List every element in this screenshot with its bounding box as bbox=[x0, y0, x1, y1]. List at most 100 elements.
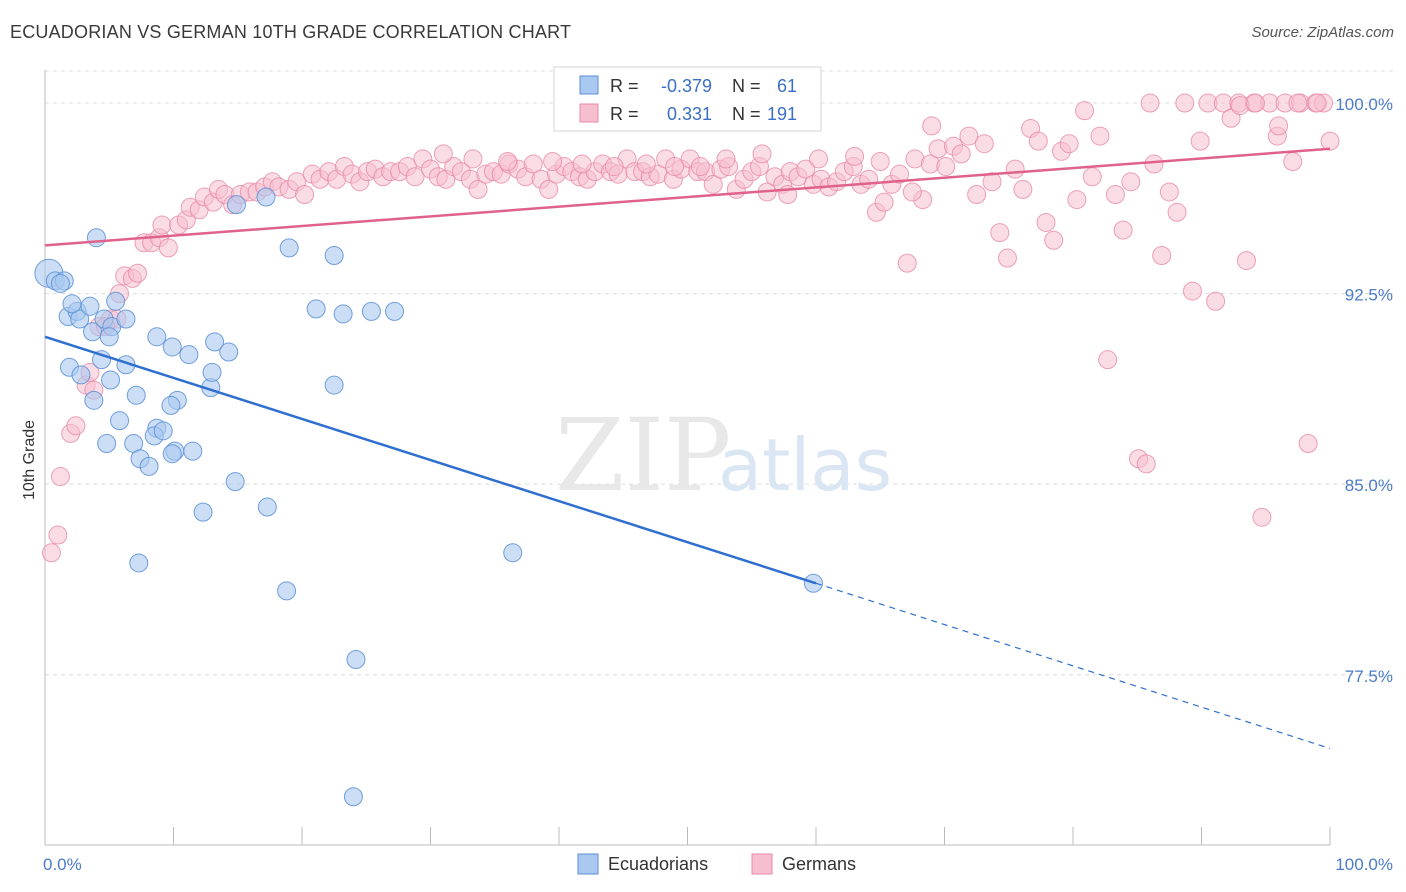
data-point-ecuadorians bbox=[219, 342, 239, 362]
data-point-germans bbox=[1252, 507, 1272, 527]
data-point-germans bbox=[959, 126, 979, 146]
y-tick-label: 85.0% bbox=[1345, 476, 1393, 495]
data-point-ecuadorians bbox=[226, 195, 246, 215]
x-tick-label: 100.0% bbox=[1335, 855, 1393, 874]
data-point-germans bbox=[1320, 131, 1340, 151]
data-point-germans bbox=[128, 263, 148, 283]
data-point-ecuadorians bbox=[129, 553, 149, 573]
data-point-ecuadorians bbox=[99, 327, 119, 347]
data-point-germans bbox=[1044, 230, 1064, 250]
data-point-germans bbox=[951, 144, 971, 164]
data-point-germans bbox=[1298, 434, 1318, 454]
stats-n-label-ecuadorians: N = bbox=[732, 76, 761, 96]
data-point-germans bbox=[890, 164, 910, 184]
data-point-ecuadorians bbox=[279, 238, 299, 258]
data-point-germans bbox=[48, 525, 68, 545]
tick-labels: 77.5% 85.0% 92.5% 100.0% 0.0% 100.0% bbox=[43, 95, 1393, 874]
data-point-germans bbox=[1082, 167, 1102, 187]
chart-title: ECUADORIAN VS GERMAN 10TH GRADE CORRELAT… bbox=[10, 22, 572, 42]
data-point-ecuadorians bbox=[70, 309, 90, 329]
data-point-germans bbox=[845, 146, 865, 166]
data-point-germans bbox=[50, 467, 70, 487]
data-point-ecuadorians bbox=[277, 581, 297, 601]
data-point-germans bbox=[1121, 172, 1141, 192]
y-tick-label: 92.5% bbox=[1345, 286, 1393, 305]
data-point-ecuadorians bbox=[324, 245, 344, 265]
data-point-germans bbox=[41, 543, 61, 563]
data-point-ecuadorians bbox=[86, 228, 106, 248]
legend-label-germans: Germans bbox=[782, 854, 856, 874]
stats-r-label-germans: R = bbox=[610, 104, 639, 124]
data-point-germans bbox=[1059, 134, 1079, 154]
data-point-ecuadorians bbox=[256, 187, 276, 207]
data-point-germans bbox=[1159, 182, 1179, 202]
data-point-ecuadorians bbox=[179, 345, 199, 365]
x-tick-label: 0.0% bbox=[43, 855, 82, 874]
watermark-atlas: atlas bbox=[718, 423, 892, 507]
data-point-germans bbox=[543, 151, 563, 171]
data-point-germans bbox=[1005, 159, 1025, 179]
data-point-germans bbox=[1236, 251, 1256, 271]
data-point-ecuadorians bbox=[71, 365, 91, 385]
stats-n-value-germans: 191 bbox=[767, 104, 797, 124]
trend-line-germans bbox=[44, 147, 1331, 247]
stats-legend-swatch-ecuadorians bbox=[579, 75, 599, 95]
data-point-ecuadorians bbox=[101, 370, 121, 390]
data-point-ecuadorians bbox=[385, 301, 405, 321]
data-point-ecuadorians bbox=[162, 444, 182, 464]
data-point-germans bbox=[690, 157, 710, 177]
data-point-ecuadorians bbox=[62, 294, 82, 314]
chart-source: Source: ZipAtlas.com bbox=[1251, 24, 1394, 41]
watermark-zip: ZIP bbox=[555, 397, 731, 514]
stats-r-value-germans: 0.331 bbox=[667, 104, 712, 124]
data-point-germans bbox=[870, 151, 890, 171]
data-point-ecuadorians bbox=[84, 390, 104, 410]
data-point-germans bbox=[997, 248, 1017, 268]
data-point-ecuadorians bbox=[161, 395, 181, 415]
data-point-ecuadorians bbox=[80, 296, 100, 316]
data-point-germans bbox=[990, 223, 1010, 243]
data-point-ecuadorians bbox=[257, 497, 277, 517]
data-point-germans bbox=[1152, 245, 1172, 265]
legend-label-ecuadorians: Ecuadorians bbox=[608, 854, 708, 874]
data-point-germans bbox=[405, 167, 425, 187]
data-point-germans bbox=[636, 154, 656, 174]
data-point-ecuadorians bbox=[361, 301, 381, 321]
data-point-ecuadorians bbox=[110, 411, 130, 431]
data-point-germans bbox=[796, 159, 816, 179]
data-point-germans bbox=[967, 185, 987, 205]
data-point-germans bbox=[1144, 154, 1164, 174]
data-point-germans bbox=[974, 134, 994, 154]
data-point-germans bbox=[936, 157, 956, 177]
legend-swatch-ecuadorians bbox=[577, 853, 599, 875]
data-point-ecuadorians bbox=[153, 421, 173, 441]
data-point-ecuadorians bbox=[202, 362, 222, 382]
data-point-ecuadorians bbox=[147, 327, 167, 347]
axes bbox=[44, 70, 1331, 846]
data-point-germans bbox=[1113, 220, 1133, 240]
trend-line-ecuadorians-extension bbox=[815, 582, 1331, 750]
data-point-germans bbox=[498, 151, 518, 171]
data-point-germans bbox=[1183, 281, 1203, 301]
data-point-ecuadorians bbox=[324, 375, 344, 395]
data-point-germans bbox=[1098, 350, 1118, 370]
data-point-germans bbox=[1140, 93, 1160, 113]
data-point-germans bbox=[1307, 93, 1327, 113]
data-point-germans bbox=[1206, 291, 1226, 311]
data-point-germans bbox=[1175, 93, 1195, 113]
data-point-ecuadorians bbox=[50, 273, 70, 293]
data-point-germans bbox=[809, 149, 829, 169]
data-point-germans bbox=[902, 182, 922, 202]
y-tick-label: 77.5% bbox=[1345, 667, 1393, 686]
data-point-germans bbox=[1067, 190, 1087, 210]
data-point-germans bbox=[604, 157, 624, 177]
series-ecuadorians-points bbox=[34, 187, 823, 807]
data-point-germans bbox=[1105, 185, 1125, 205]
data-point-germans bbox=[523, 154, 543, 174]
data-point-germans bbox=[572, 154, 592, 174]
data-point-germans bbox=[897, 253, 917, 273]
data-point-germans bbox=[703, 174, 723, 194]
stats-n-value-ecuadorians: 61 bbox=[777, 76, 797, 96]
data-point-germans bbox=[152, 215, 172, 235]
